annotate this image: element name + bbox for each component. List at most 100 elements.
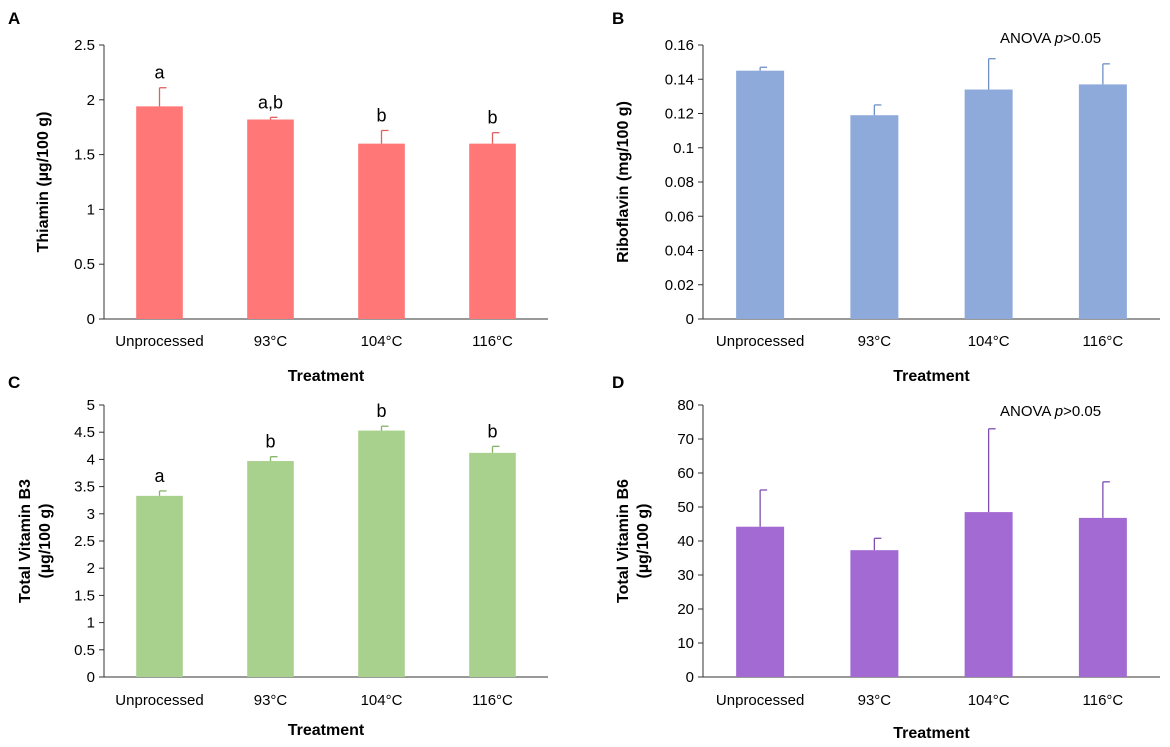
y-axis-title: Thiamin (µg/100 g)	[35, 112, 52, 253]
y-tick-label: 0	[686, 311, 694, 328]
bar	[247, 119, 294, 319]
bar	[469, 143, 516, 319]
x-tick-label: 93°C	[254, 692, 288, 709]
anova-threshold: >0.05	[1063, 30, 1101, 47]
x-tick-label: 116°C	[1083, 333, 1124, 350]
y-axis-title: Total Vitamin B3 (µg/100 g)	[17, 479, 54, 603]
x-tick-label: 104°C	[361, 333, 403, 350]
bar	[469, 452, 516, 677]
anova-p-symbol: p	[1054, 403, 1063, 420]
anova-threshold: >0.05	[1063, 403, 1101, 420]
x-tick-label: Unprocessed	[115, 333, 203, 350]
anova-p-symbol: p	[1054, 30, 1063, 47]
x-axis-title: Treatment	[288, 722, 365, 739]
x-tick-label: 116°C	[472, 692, 513, 709]
y-tick-label: 0.1	[673, 140, 694, 157]
x-tick-label: 116°C	[1083, 692, 1124, 709]
y-tick-label: 5	[87, 397, 95, 414]
x-tick-label: 93°C	[254, 333, 288, 350]
bar	[850, 550, 899, 677]
y-axis-title-line: Total Vitamin B6	[615, 479, 632, 603]
panel-label: B	[612, 9, 624, 28]
y-tick-label: 2.5	[74, 37, 95, 54]
x-tick-label: Unprocessed	[115, 692, 203, 709]
panel-label: A	[8, 9, 20, 28]
x-tick-label: 104°C	[361, 692, 403, 709]
bar	[736, 70, 785, 319]
significance-letter: b	[487, 421, 497, 441]
y-tick-label: 1.5	[74, 147, 95, 164]
y-tick-label: 30	[677, 567, 694, 584]
y-tick-label: 4	[87, 451, 95, 468]
significance-letter: b	[376, 105, 386, 125]
y-tick-label: 1	[87, 201, 95, 218]
y-tick-label: 1.5	[74, 587, 95, 604]
panel-label: C	[8, 373, 20, 392]
y-axis-title-line: Riboflavin (mg/100 g)	[615, 101, 632, 263]
y-tick-label: 80	[677, 397, 694, 414]
bar	[358, 430, 405, 677]
anova-text: ANOVA	[1000, 30, 1055, 47]
y-tick-label: 2	[87, 560, 95, 577]
significance-letter: a	[154, 466, 165, 486]
y-tick-label: 0.14	[665, 71, 694, 88]
anova-text: ANOVA	[1000, 403, 1055, 420]
significance-letter: a	[154, 63, 165, 83]
y-tick-label: 0	[87, 311, 95, 328]
y-tick-label: 0.5	[74, 256, 95, 273]
x-tick-label: Unprocessed	[716, 333, 804, 350]
y-tick-label: 0.12	[665, 106, 694, 123]
y-tick-label: 2	[87, 92, 95, 109]
y-tick-label: 3.5	[74, 479, 95, 496]
x-tick-label: 116°C	[472, 333, 513, 350]
y-tick-label: 0.02	[665, 277, 694, 294]
y-axis-title-line: Total Vitamin B3	[17, 479, 34, 603]
x-axis-title: Treatment	[893, 725, 970, 742]
bar	[136, 495, 183, 677]
bar	[358, 143, 405, 319]
x-axis-title: Treatment	[893, 368, 970, 385]
y-tick-label: 0.08	[665, 174, 694, 191]
bar	[247, 461, 294, 677]
y-tick-label: 40	[677, 533, 694, 550]
x-tick-label: 104°C	[968, 333, 1010, 350]
significance-letter: b	[487, 108, 497, 128]
panel-b: B 0 0.02 0.04 0.06 0.08 0.1 0.12 0.14 0.16 Ribofla…	[612, 9, 1160, 385]
y-axis-title: Total Vitamin B6 (µg/100 g)	[615, 479, 652, 603]
significance-letter: b	[265, 432, 275, 452]
significance-letter: b	[376, 401, 386, 421]
y-axis-title: Riboflavin (mg/100 g)	[615, 101, 632, 263]
anova-annotation: ANOVA p>0.05	[1000, 403, 1101, 420]
y-tick-label: 0	[686, 669, 694, 686]
x-tick-label: Unprocessed	[716, 692, 804, 709]
x-tick-label: 93°C	[858, 333, 892, 350]
y-axis-title-line: (µg/100 g)	[37, 503, 54, 578]
x-axis-title: Treatment	[288, 368, 365, 385]
y-tick-label: 0.04	[665, 243, 694, 260]
y-tick-label: 3	[87, 506, 95, 523]
y-tick-label: 20	[677, 601, 694, 618]
panel-c: C 0 0.5 1 1.5 2 2.5 3 3.5 4 4.5 5 Total Vitamin B3 (µ…	[8, 373, 548, 739]
y-tick-label: 70	[677, 431, 694, 448]
anova-annotation: ANOVA p>0.05	[1000, 30, 1101, 47]
significance-letter: a,b	[258, 92, 283, 112]
bar	[136, 106, 183, 319]
y-axis-title-line: (µg/100 g)	[635, 503, 652, 578]
bar	[1078, 84, 1127, 319]
panel-d: D 0 10 20 30 40 50 60 70 80 Total Vitamin B6 (µg/10…	[612, 373, 1160, 742]
bar	[1078, 517, 1127, 677]
y-tick-label: 2.5	[74, 533, 95, 550]
y-tick-label: 1	[87, 615, 95, 632]
bar	[850, 115, 899, 320]
bar	[964, 89, 1013, 320]
y-tick-label: 0.5	[74, 642, 95, 659]
x-tick-label: 104°C	[968, 692, 1010, 709]
y-tick-label: 10	[677, 635, 694, 652]
y-tick-label: 0	[87, 669, 95, 686]
y-tick-label: 50	[677, 499, 694, 516]
y-tick-label: 0.06	[665, 208, 694, 225]
panel-a: A 0 0.5 1 1.5 2 2.5 Thiamin (µg/100 g) Unprocess…	[8, 9, 548, 385]
bar	[964, 512, 1013, 677]
bar	[736, 526, 785, 677]
